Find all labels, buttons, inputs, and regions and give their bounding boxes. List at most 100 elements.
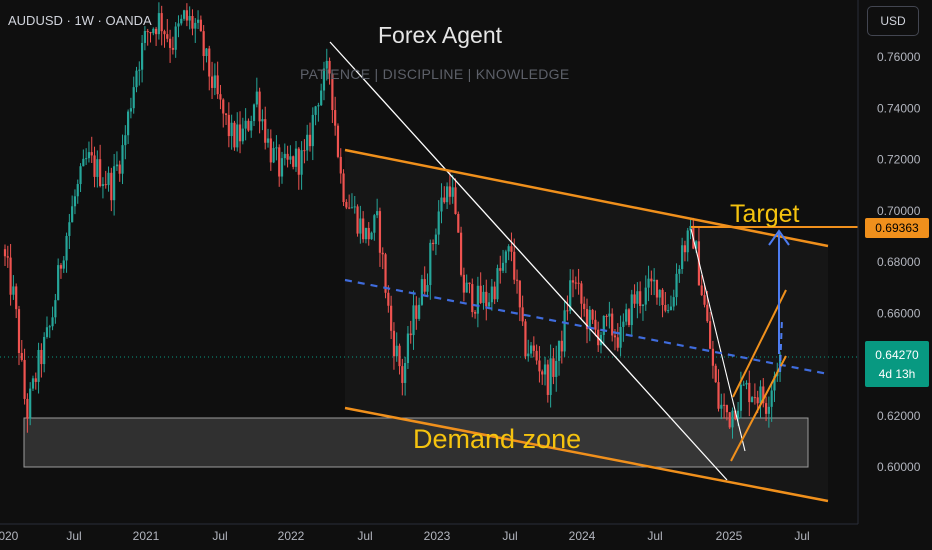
candle-body [560, 340, 563, 352]
candle-body [672, 297, 675, 307]
candle-body [703, 295, 706, 305]
candle-body [168, 38, 172, 48]
candle-body [266, 138, 270, 143]
projection-arrowhead [768, 229, 790, 246]
symbol-label: AUDUSD · 1W · OANDA [8, 13, 152, 28]
candle-body [37, 349, 40, 382]
candle-body [479, 285, 482, 303]
candle-body [188, 16, 191, 21]
candle-body [146, 31, 149, 33]
demand-zone-label: Demand zone [413, 424, 581, 454]
candle-body [709, 321, 712, 349]
candle-body [714, 365, 717, 383]
candle-body [166, 34, 169, 39]
candle-body [563, 310, 566, 352]
candle-body [395, 345, 398, 357]
candle-body [608, 313, 611, 317]
candle-body [174, 26, 177, 50]
candle-body [180, 18, 183, 24]
candle-body [373, 215, 376, 233]
candle-body [499, 268, 502, 271]
candle-body [418, 304, 421, 319]
candle-body [345, 202, 348, 208]
candle-body [272, 148, 275, 163]
candle-body [370, 232, 373, 240]
candle-body [233, 122, 236, 148]
current-price-text: 0.64270 [875, 348, 919, 362]
candles-layer [3, 2, 782, 439]
candle-body [678, 269, 681, 274]
candle-body [294, 148, 298, 167]
candle-body [513, 251, 516, 280]
candle-body [283, 153, 286, 159]
current-price-badge [865, 341, 929, 387]
descending-trendline [329, 41, 728, 481]
x-tick-label: 2025 [716, 529, 743, 543]
price-axis[interactable]: 0.76000 0.74000 0.72000 0.70000 0.68000 0.660… [857, 0, 929, 524]
candle-body [459, 232, 463, 275]
currency-button[interactable]: USD [867, 6, 919, 36]
candle-body [762, 386, 765, 404]
candle-body [110, 172, 113, 201]
candle-body [255, 91, 258, 105]
candle-body [655, 279, 659, 298]
candle-body [415, 305, 418, 319]
candle-body [496, 268, 499, 300]
candle-body [510, 246, 513, 252]
candle-body [650, 278, 653, 282]
candle-body [443, 197, 446, 203]
flag-line-upper [732, 289, 787, 398]
candle-body [308, 134, 312, 147]
candle-body [473, 312, 477, 314]
candle-body [748, 382, 751, 403]
candle-body [767, 406, 770, 414]
candle-body [745, 382, 748, 385]
target-label: Target [730, 200, 800, 228]
candle-body [627, 309, 631, 326]
candle-body [409, 333, 412, 336]
candle-body [633, 294, 636, 304]
candle-body [20, 352, 23, 360]
candle-body [619, 326, 622, 348]
candle-body [359, 218, 362, 234]
candle-body [320, 90, 323, 106]
candle-body [160, 13, 163, 32]
candle-body [264, 119, 267, 143]
candle-body [454, 187, 457, 214]
candle-body [350, 207, 354, 209]
x-tick-label: Jul [66, 529, 81, 543]
candle-body [149, 32, 152, 34]
candle-body [376, 211, 379, 216]
candle-body [171, 47, 174, 50]
candle-body [73, 196, 77, 207]
candle-body [583, 303, 586, 310]
candle-body [210, 76, 214, 88]
candle-body [138, 69, 141, 71]
candle-body [236, 124, 239, 148]
candle-body [585, 309, 589, 330]
candle-body [398, 345, 401, 367]
candle-body [387, 292, 390, 306]
candle-body [647, 278, 650, 288]
candle-body [485, 291, 488, 307]
candle-body [552, 358, 555, 377]
target-price-badge [865, 218, 929, 238]
candle-body [79, 166, 82, 185]
candle-body [700, 285, 703, 296]
candle-body [675, 273, 678, 298]
x-tick-label: Jul [794, 529, 809, 543]
candle-body [328, 60, 331, 74]
candle-body [664, 304, 667, 311]
candle-body [127, 111, 130, 136]
candle-body [9, 257, 12, 295]
target-price-text: 0.69363 [875, 221, 919, 235]
candle-body [756, 397, 759, 404]
candle-body [135, 70, 138, 88]
candle-body [68, 222, 71, 236]
x-tick-label: Jul [647, 529, 662, 543]
candle-body [434, 234, 438, 245]
candle-body [40, 349, 43, 365]
time-axis[interactable]: 2020 Jul 2021 Jul 2022 Jul 2023 Jul 2024 Jul 2025 J… [0, 523, 858, 543]
candle-body [773, 376, 776, 391]
